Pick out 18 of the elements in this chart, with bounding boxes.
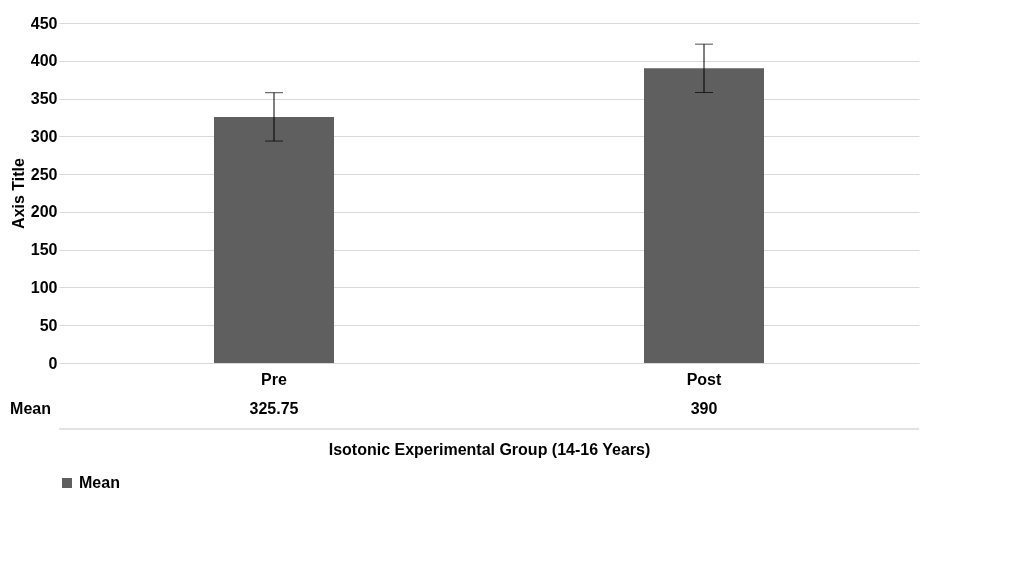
y-axis-title: Axis Title	[9, 157, 27, 229]
y-tick-label: 450	[30, 14, 58, 32]
y-tick-label: 100	[30, 278, 58, 296]
data-label: 325.75	[249, 400, 299, 417]
text: Mean	[10, 400, 51, 417]
data-label: 390	[690, 400, 718, 417]
y-tick-label: 200	[30, 203, 58, 221]
x-axis-title: Isotonic Experimental Group (14-16 Years)	[328, 440, 651, 458]
x-tick-label: Pre	[261, 370, 287, 388]
y-tick-label: 300	[30, 127, 58, 145]
y-tick-label: 150	[30, 241, 58, 259]
x-tick-label: Post	[686, 370, 723, 388]
y-tick-label: 350	[30, 90, 58, 108]
y-tick-label: 250	[30, 165, 58, 183]
y-tick-label: 50	[39, 316, 58, 334]
legend-label: Mean	[79, 474, 120, 491]
y-tick-label: 400	[30, 52, 58, 70]
y-tick-label: 0	[48, 354, 58, 372]
